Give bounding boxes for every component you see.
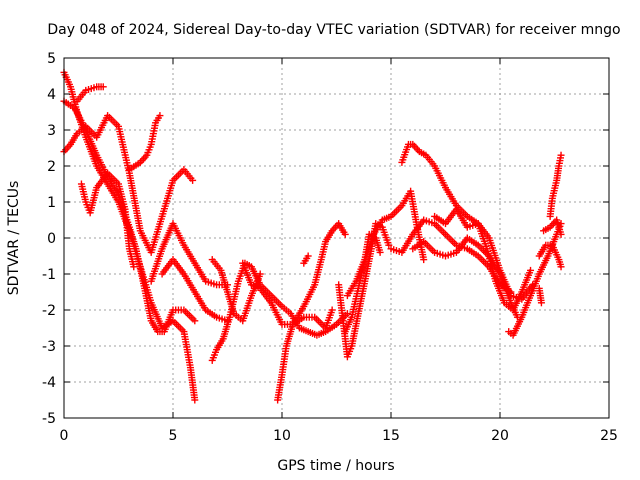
y-tick-label: -5: [42, 411, 56, 427]
y-axis: -5 -4 -3 -2 -1 0 1 2 3 4 5: [42, 51, 609, 427]
x-tick-label: 15: [382, 428, 400, 444]
series-sat-s: [409, 234, 521, 321]
data-point: [256, 270, 264, 278]
data-point: [557, 230, 565, 238]
data-point: [99, 83, 107, 91]
y-tick-label: 3: [47, 123, 56, 139]
series-sat-c: [60, 112, 197, 256]
series-sat-j: [208, 256, 264, 325]
y-tick-label: -1: [42, 267, 56, 283]
series-sat-w: [540, 216, 565, 238]
x-axis: 0 5 10 15 20 25: [60, 58, 618, 444]
series-sat-p: [343, 187, 428, 300]
series-sat-o: [341, 230, 384, 336]
series-sat-h: [158, 256, 231, 325]
y-tick-label: -4: [42, 375, 56, 391]
series-sat-f: [125, 112, 164, 174]
data-point: [191, 396, 199, 404]
y-tick-label: 5: [47, 51, 56, 67]
chart-title: Day 048 of 2024, Sidereal Day-to-day VTE…: [47, 22, 620, 38]
series-sat-n: [335, 220, 393, 361]
data-point: [341, 230, 349, 238]
series-sat-y: [535, 284, 545, 307]
data-point: [557, 263, 565, 271]
series-sat-e: [77, 169, 138, 271]
data-point: [507, 288, 515, 296]
data-point: [527, 266, 535, 274]
y-tick-label: -2: [42, 303, 56, 319]
y-tick-label: 2: [47, 159, 56, 175]
data-point: [130, 263, 138, 271]
series-sat-t: [431, 205, 535, 314]
series-sat-l: [274, 220, 349, 404]
y-tick-label: -3: [42, 339, 56, 355]
series-sat-v: [535, 241, 565, 271]
x-tick-label: 0: [60, 428, 69, 444]
x-tick-label: 25: [600, 428, 618, 444]
x-tick-label: 10: [273, 428, 291, 444]
data-point: [304, 252, 312, 260]
data-point: [420, 256, 428, 264]
data-marks: [60, 68, 565, 404]
series-sat-g: [147, 220, 231, 289]
data-point: [156, 112, 164, 120]
data-point: [191, 317, 199, 325]
x-tick-label: 5: [169, 428, 178, 444]
series-sat-r: [387, 216, 515, 296]
series-sat-k: [239, 259, 336, 332]
data-point: [376, 248, 384, 256]
series-sat-m: [300, 252, 312, 267]
x-axis-label: GPS time / hours: [277, 458, 394, 474]
data-point: [328, 306, 336, 314]
y-tick-label: 1: [47, 195, 56, 211]
data-point: [189, 176, 197, 184]
series-sat-i: [208, 259, 351, 364]
y-axis-label: SDTVAR / TECUs: [6, 181, 22, 296]
series-sat-u: [505, 220, 565, 339]
data-point: [385, 241, 393, 249]
data-point: [537, 299, 545, 307]
series-sat-x: [546, 151, 565, 220]
y-tick-label: 0: [47, 231, 56, 247]
series-sat-d: [73, 83, 107, 105]
y-tick-label: 4: [47, 87, 56, 103]
data-point: [557, 151, 565, 159]
x-tick-label: 20: [491, 428, 509, 444]
